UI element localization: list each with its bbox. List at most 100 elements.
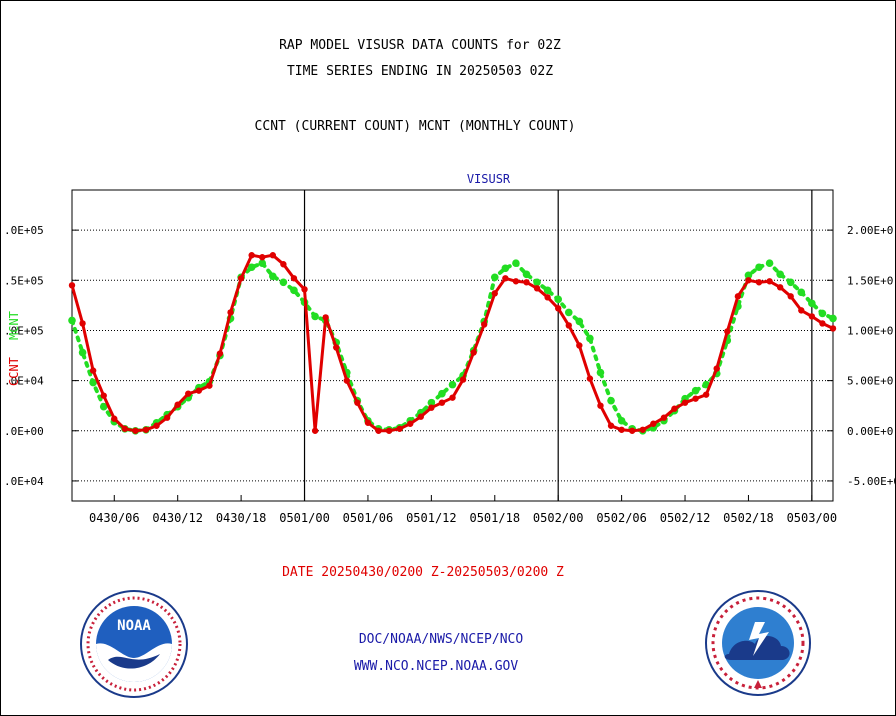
data-point-ccnt <box>597 402 604 409</box>
x-tick-label: 0501/12 <box>406 511 457 525</box>
y-tick-label-left: .0E+05 <box>4 224 44 237</box>
y-tick-label-left: .0E+04 <box>4 375 44 388</box>
series-mcnt <box>68 259 837 435</box>
data-point-ccnt <box>502 275 509 282</box>
data-point-ccnt <box>259 254 266 261</box>
data-point-ccnt <box>216 350 224 357</box>
data-point-ccnt <box>195 387 203 394</box>
data-point-ccnt <box>713 365 720 372</box>
data-point-ccnt <box>375 427 382 434</box>
day-boundary-lines <box>303 190 813 501</box>
data-point-mcnt <box>617 416 626 425</box>
data-point-ccnt <box>787 293 794 300</box>
data-point-mcnt <box>554 295 562 304</box>
x-axis-ticks: 0430/06 0430/12 0430/18 0501/00 0501/06 0501/… <box>89 495 837 525</box>
data-point-ccnt <box>89 367 97 374</box>
data-point-ccnt <box>269 252 277 259</box>
data-point-mcnt <box>808 299 816 308</box>
x-tick-label: 0430/18 <box>216 511 267 525</box>
data-point-ccnt <box>586 375 594 382</box>
chart-title-line2: TIME SERIES ENDING IN 20250503 02Z <box>286 64 554 79</box>
data-point-ccnt <box>565 322 572 329</box>
x-tick-label: 0501/00 <box>279 511 330 525</box>
noaa-logo: NOAA <box>80 590 188 698</box>
data-point-mcnt <box>596 368 605 377</box>
data-point-ccnt <box>428 404 435 411</box>
data-point-ccnt <box>607 422 615 429</box>
data-point-mcnt <box>543 286 552 295</box>
data-point-mcnt <box>258 259 267 268</box>
data-point-ccnt <box>396 425 403 432</box>
data-point-ccnt <box>142 426 150 433</box>
data-point-mcnt <box>765 259 774 268</box>
data-point-mcnt <box>586 334 594 343</box>
data-point-ccnt <box>68 282 76 289</box>
data-point-ccnt <box>618 426 625 433</box>
data-point-ccnt <box>671 405 678 412</box>
chart-subtitle: CCNT (CURRENT COUNT) MCNT (MONTHLY COUNT… <box>254 119 576 134</box>
y-tick-label-left: .0E+04 <box>4 475 44 488</box>
data-point-ccnt <box>163 414 171 421</box>
data-point-ccnt <box>248 252 255 259</box>
data-point-mcnt <box>522 270 531 279</box>
data-point-ccnt <box>459 376 467 383</box>
data-point-mcnt <box>89 378 97 387</box>
data-point-ccnt <box>185 390 192 397</box>
data-point-ccnt <box>491 290 498 297</box>
x-tick-label: 0501/06 <box>343 511 394 525</box>
y-axis-label-ccnt: CCNT <box>7 357 21 386</box>
data-point-mcnt <box>575 317 584 326</box>
x-tick-label: 0501/18 <box>469 511 520 525</box>
data-point-ccnt <box>481 321 488 328</box>
y-tick-label-right: 1.50E+0 <box>847 274 893 287</box>
data-point-mcnt <box>797 288 806 297</box>
data-point-ccnt <box>333 344 340 351</box>
data-point-ccnt <box>776 284 784 291</box>
data-point-mcnt <box>512 259 520 268</box>
data-point-ccnt <box>745 277 752 284</box>
data-point-ccnt <box>639 426 646 433</box>
data-point-ccnt <box>237 275 245 282</box>
series-line-ccnt <box>70 253 835 433</box>
data-point-mcnt <box>290 286 298 295</box>
x-tick-label: 0430/12 <box>152 511 203 525</box>
x-tick-label: 0502/12 <box>660 511 711 525</box>
data-point-ccnt <box>121 425 129 432</box>
svg-text:NOAA: NOAA <box>117 618 151 634</box>
data-point-ccnt <box>755 279 763 286</box>
data-point-ccnt <box>819 320 826 327</box>
data-point-mcnt <box>691 386 700 395</box>
data-point-ccnt <box>354 399 361 406</box>
y-tick-label-right: 1.00E+0 <box>847 324 893 337</box>
data-point-ccnt <box>449 394 456 401</box>
data-point-ccnt <box>438 399 446 406</box>
series-line-mcnt <box>70 261 835 433</box>
data-point-mcnt <box>490 273 499 282</box>
time-series-chart: 0430/06 0430/12 0430/18 0501/00 0501/06 0501/… <box>4 172 896 525</box>
data-point-ccnt <box>798 307 805 314</box>
nws-logo <box>705 590 811 696</box>
data-point-mcnt <box>68 316 76 325</box>
data-point-ccnt <box>628 427 636 434</box>
y-tick-label-right: 2.00E+0 <box>847 224 893 237</box>
data-point-ccnt <box>153 422 160 429</box>
data-point-mcnt <box>786 278 795 287</box>
y-tick-label-right: 0.00E+0 <box>847 425 893 438</box>
data-point-ccnt <box>734 293 742 300</box>
data-point-ccnt <box>227 309 234 316</box>
right-y-axis: 2.00E+0 1.50E+0 1.00E+0 5.00E+0 0.00E+0 -5.00… <box>827 224 896 488</box>
x-tick-label: 0503/00 <box>787 511 838 525</box>
data-point-mcnt <box>744 271 753 280</box>
data-point-ccnt <box>280 261 287 268</box>
data-point-ccnt <box>512 278 520 285</box>
data-point-ccnt <box>523 279 530 286</box>
data-point-ccnt <box>544 294 551 301</box>
footer-website-link[interactable]: WWW.NCO.NCEP.NOAA.GOV <box>353 659 519 674</box>
data-point-ccnt <box>79 320 86 327</box>
data-point-ccnt <box>132 427 139 434</box>
data-point-ccnt <box>290 275 298 282</box>
data-point-ccnt <box>702 391 710 398</box>
data-point-mcnt <box>311 312 319 321</box>
grid-lines <box>72 229 833 482</box>
data-point-ccnt <box>554 305 562 312</box>
